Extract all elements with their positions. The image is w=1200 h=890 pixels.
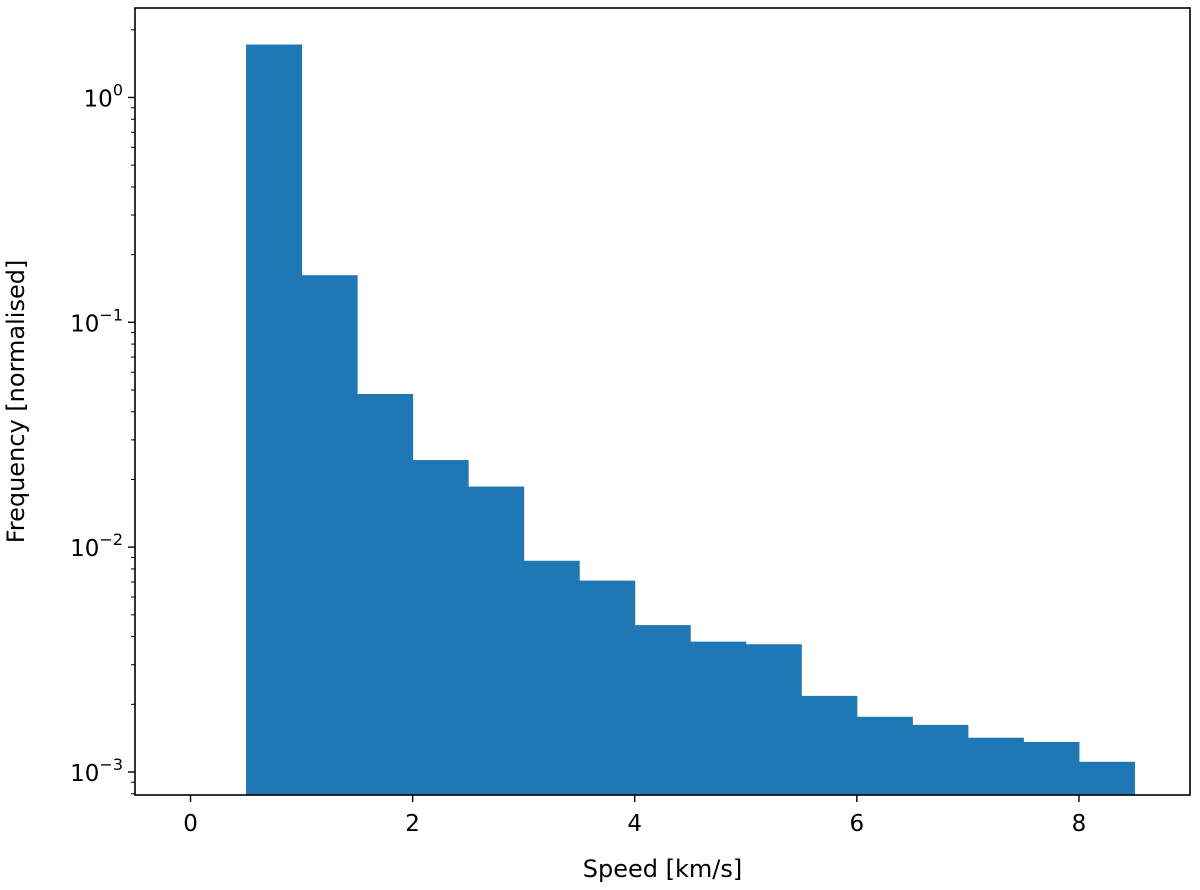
x-axis-label: Speed [km/s]	[583, 855, 742, 883]
histogram-bar	[301, 275, 358, 795]
histogram-bar	[967, 737, 1024, 795]
x-tick-label: 6	[850, 811, 865, 837]
y-tick-label: 10−3	[70, 755, 123, 787]
y-axis-ticks: 10−3 10−2 10−1 100	[70, 80, 135, 787]
histogram-bar	[1023, 741, 1080, 795]
x-axis-ticks: 0 2 4 6 8	[183, 795, 1086, 837]
x-tick-label: 8	[1072, 811, 1087, 837]
y-tick-label: 10−2	[70, 530, 123, 562]
histogram-bar	[523, 560, 580, 795]
x-tick-label: 0	[183, 811, 198, 837]
histogram-bar	[412, 460, 469, 795]
histogram-bar	[745, 644, 802, 795]
histogram-bar	[856, 716, 913, 795]
x-tick-label: 2	[405, 811, 420, 837]
y-tick-label: 100	[84, 80, 123, 112]
histogram-bar	[690, 641, 747, 795]
histogram-bar	[357, 393, 414, 795]
plot-frame	[134, 7, 1191, 796]
histogram-bar	[246, 44, 303, 796]
histogram-bar	[912, 724, 969, 795]
histogram-bar	[579, 580, 636, 795]
histogram-bar	[468, 486, 525, 795]
histogram-bar	[634, 625, 691, 795]
histogram-bar	[1078, 761, 1135, 795]
histogram-bar	[801, 695, 858, 795]
x-tick-label: 4	[627, 811, 642, 837]
y-tick-label: 10−1	[70, 305, 123, 337]
y-axis-label: Frequency [normalised]	[2, 260, 30, 544]
bars-group	[246, 44, 1135, 796]
